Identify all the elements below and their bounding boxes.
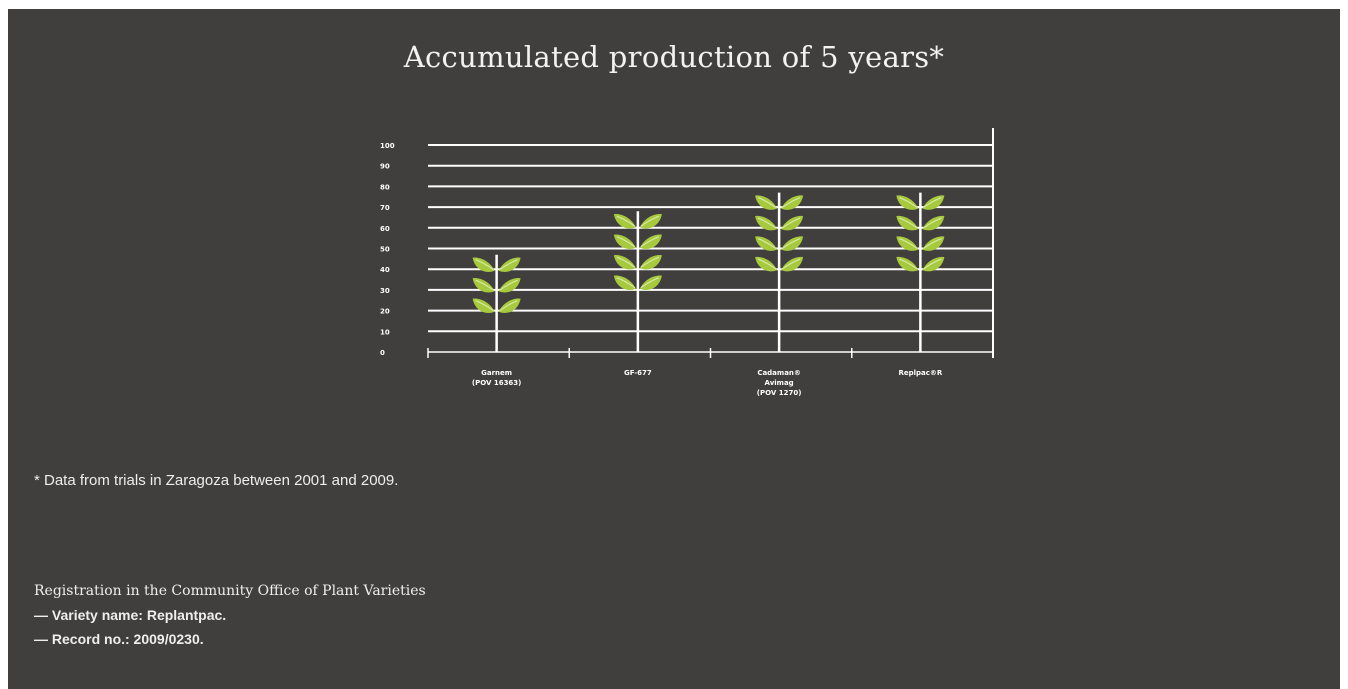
plant-stems bbox=[495, 192, 922, 352]
y-tick-label: 90 bbox=[380, 163, 390, 171]
footnote: * Data from trials in Zaragoza between 2… bbox=[34, 472, 399, 489]
y-tick-label: 60 bbox=[380, 225, 390, 233]
registration-title: Registration in the Community Office of … bbox=[34, 583, 426, 599]
registration-block: Registration in the Community Office of … bbox=[34, 583, 426, 655]
leaf-pair-icon bbox=[896, 195, 945, 210]
grid-lines bbox=[427, 128, 994, 358]
leaf-pair-icon bbox=[755, 236, 804, 251]
registration-variety: — Variety name: Replantpac. bbox=[34, 607, 227, 623]
leaf-pair-icon bbox=[613, 234, 662, 249]
leaf-pair-icon bbox=[613, 255, 662, 270]
y-tick-label: 10 bbox=[380, 328, 390, 336]
x-tick-label: (POV 1270) bbox=[757, 389, 802, 397]
leaf-pair-icon bbox=[472, 257, 521, 272]
leaf-pair-icon bbox=[613, 275, 662, 290]
x-tick-labels: Garnem (POV 16363) GF-677 Cadaman® Avimag (PO… bbox=[472, 369, 943, 397]
x-tick-label: Garnem bbox=[481, 369, 512, 377]
y-tick-label: 30 bbox=[380, 287, 390, 295]
leaf-pair-icon bbox=[896, 215, 945, 231]
leaf-pair-icon bbox=[896, 236, 945, 251]
plant-icons bbox=[472, 195, 945, 313]
x-tick-label: Avimag bbox=[765, 379, 794, 387]
leaf-pair-icon bbox=[755, 256, 804, 272]
leaf-pair-icon bbox=[896, 256, 945, 272]
x-tick-label: Replpac®R bbox=[898, 369, 942, 377]
registration-record: — Record no.: 2009/0230. bbox=[34, 631, 204, 647]
leaf-pair-icon bbox=[472, 277, 521, 293]
leaf-pair-icon bbox=[613, 214, 662, 229]
leaf-pair-icon bbox=[755, 195, 804, 210]
y-tick-label: 100 bbox=[380, 142, 395, 150]
x-tick-label: Cadaman® bbox=[757, 369, 801, 377]
y-tick-label: 70 bbox=[380, 204, 390, 212]
leaf-pair-icon bbox=[472, 298, 521, 313]
y-tick-label: 20 bbox=[380, 308, 390, 316]
y-tick-label: 80 bbox=[380, 183, 390, 191]
leaf-pair-icon bbox=[755, 215, 804, 231]
y-tick-label: 50 bbox=[380, 246, 390, 254]
y-tick-label: 40 bbox=[380, 266, 390, 274]
x-tick-label: (POV 16363) bbox=[472, 379, 522, 387]
chart-panel bbox=[8, 9, 1340, 689]
x-tick-label: GF-677 bbox=[624, 369, 652, 377]
chart-title: Accumulated production of 5 years* bbox=[403, 40, 945, 74]
y-tick-label: 0 bbox=[380, 349, 385, 357]
